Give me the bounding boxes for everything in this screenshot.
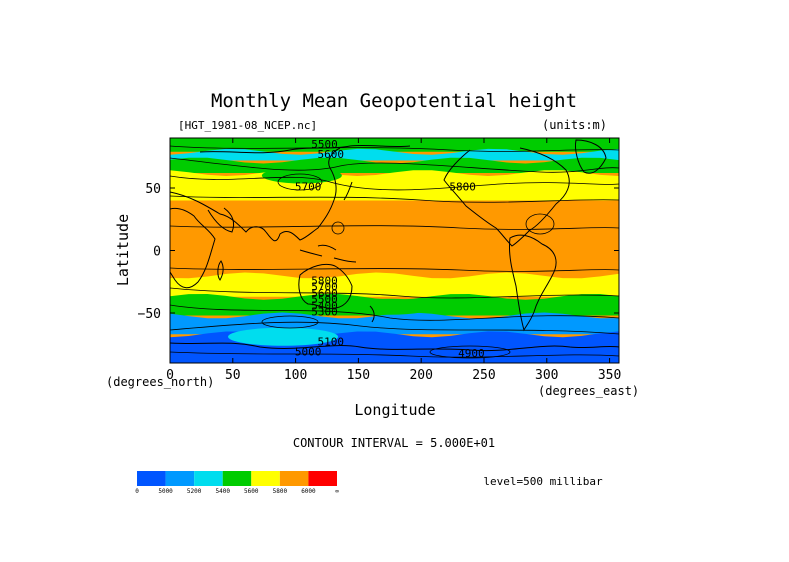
contour-label: 5700 [311, 281, 338, 294]
contour-label: 5400 [311, 299, 338, 312]
contour-label: 5100 [318, 336, 345, 349]
colorbar-label: 5800 [273, 488, 288, 495]
x-tick-label: 0 [166, 368, 174, 383]
south-america-outline [509, 234, 557, 332]
x-tick-label: 150 [347, 368, 370, 383]
antarctica-outline [170, 342, 619, 352]
chart-title: Monthly Mean Geopotential height [211, 90, 577, 112]
colorbar-swatch [279, 471, 309, 486]
continent-outlines [170, 139, 619, 352]
height-bands [170, 138, 619, 363]
japan-outline [343, 181, 353, 201]
arabia-outline [207, 207, 235, 233]
colorbar-swatch [137, 471, 166, 486]
level-label: level=500 millibar [483, 475, 603, 488]
y-tick-label: 50 [145, 182, 161, 197]
colorbar-swatch [308, 471, 337, 486]
x-tick-label: 100 [284, 368, 307, 383]
contour-lines [170, 145, 619, 359]
new-zealand-outline [369, 305, 375, 323]
colorbar-swatch [165, 471, 195, 486]
contour-label: 5800 [311, 274, 338, 287]
y-tick-label: 0 [153, 245, 161, 260]
madagascar-outline [217, 260, 224, 281]
colorbar-label: 5200 [187, 488, 202, 495]
y-axis-title: Latitude [114, 214, 132, 286]
y-axis-ticks: 50 0 −50 [138, 182, 619, 322]
colorbar: 0 5000 5200 5400 5600 5800 6000 ∞ [135, 471, 339, 495]
band-feature-green-nh [261, 167, 342, 184]
contour-interval-label: CONTOUR INTERVAL = 5.000E+01 [293, 436, 495, 450]
units-label: (units:m) [542, 118, 607, 132]
contour-label: 5400 [304, 127, 331, 140]
australia-outline [298, 263, 353, 309]
x-tick-label: 250 [472, 368, 495, 383]
band-sh-0 [170, 272, 619, 297]
x-tick-label: 50 [225, 368, 241, 383]
greenland-outline [575, 139, 607, 174]
contour-label: 4900 [458, 347, 485, 360]
x-unit-label: (degrees_east) [538, 384, 639, 398]
colorbar-swatch [194, 471, 223, 486]
y-tick-label: −50 [138, 307, 161, 322]
x-axis-title: Longitude [354, 401, 435, 419]
contour-label: 5000 [295, 346, 322, 359]
colorbar-label: 5000 [158, 488, 173, 495]
contour-label: 5300 [311, 306, 338, 319]
file-name-label: [HGT_1981-08_NCEP.nc] [178, 119, 317, 132]
band-feature-green [344, 298, 435, 315]
x-axis-ticks: 0 50 100 150 200 250 300 350 [166, 138, 621, 383]
x-tick-label: 300 [535, 368, 558, 383]
x-tick-label: 350 [598, 368, 621, 383]
colorbar-label: 6000 [301, 488, 316, 495]
colorbar-label: 0 [135, 488, 139, 495]
x-tick-label: 200 [409, 368, 432, 383]
contour-label: 5700 [295, 181, 322, 194]
colorbar-label: 5400 [215, 488, 230, 495]
band-nh-1 [170, 148, 619, 161]
colorbar-label: 5600 [244, 488, 259, 495]
band-feature-cyan [228, 327, 339, 346]
y-unit-label: (degrees_north) [106, 375, 214, 389]
north-america-outline [443, 147, 570, 247]
colorbar-label: ∞ [335, 488, 339, 495]
contour-label: 5500 [311, 293, 338, 306]
contour-label: 5800 [449, 181, 476, 194]
indonesia-outline [299, 244, 357, 263]
contour-label: 5500 [311, 138, 338, 151]
colorbar-swatch [251, 471, 280, 486]
contour-label: 5600 [318, 148, 345, 161]
africa-outline [170, 207, 216, 289]
colorbar-swatch [222, 471, 252, 486]
contour-label: 5600 [311, 287, 338, 300]
